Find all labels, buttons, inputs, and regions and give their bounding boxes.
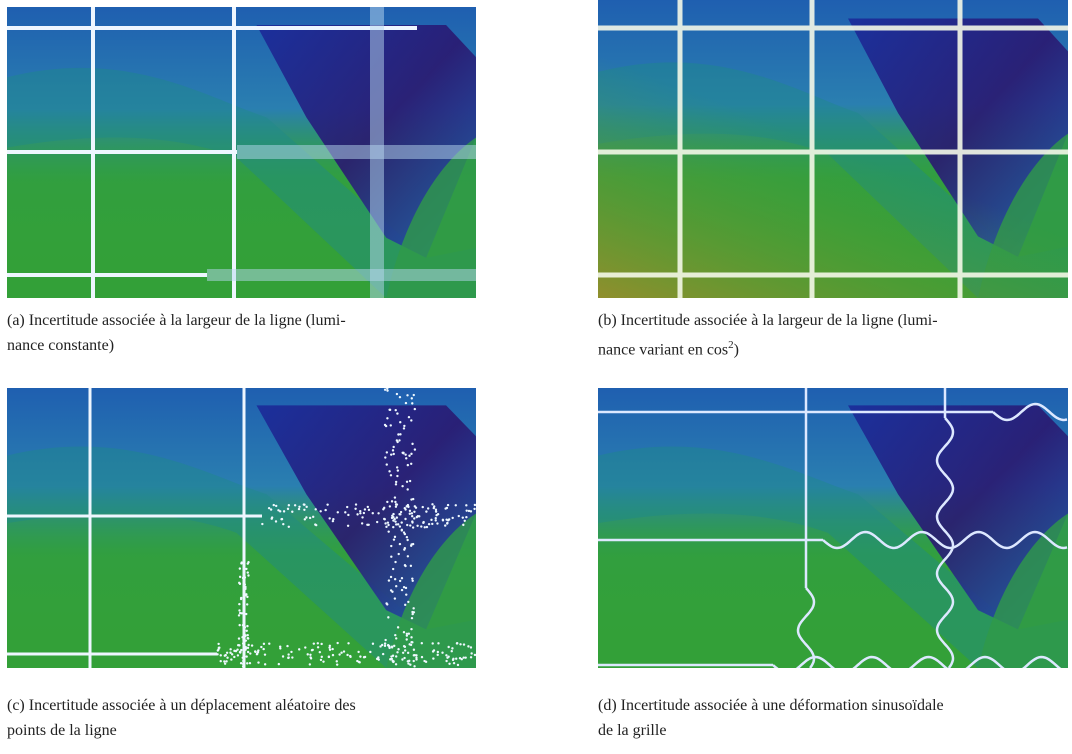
caption-line: (a) Incertitude associée à la largeur de… bbox=[7, 312, 346, 329]
caption-line: (c) Incertitude associée à un déplacemen… bbox=[7, 697, 356, 714]
caption-line: de la grille bbox=[598, 722, 667, 739]
caption-line: (d) Incertitude associée à une déformati… bbox=[598, 697, 944, 714]
caption-text: nance variant en cos bbox=[598, 341, 729, 359]
caption-line: nance constante) bbox=[7, 337, 115, 354]
panel-d-image bbox=[598, 388, 1068, 668]
caption-d: (d) Incertitude associée à une déformati… bbox=[598, 693, 1068, 743]
caption-b: (b) Incertitude associée à la largeur de… bbox=[598, 308, 1068, 362]
caption-c: (c) Incertitude associée à un déplacemen… bbox=[7, 693, 477, 743]
caption-line: points de la ligne bbox=[7, 722, 117, 739]
panel-c-image bbox=[7, 388, 476, 668]
caption-text: ) bbox=[733, 341, 739, 359]
scattered-points bbox=[216, 388, 476, 668]
caption-a: (a) Incertitude associée à la largeur de… bbox=[7, 308, 477, 358]
panel-a-image bbox=[7, 7, 476, 298]
caption-line: nance variant en cos2) bbox=[598, 333, 1068, 362]
caption-line: (b) Incertitude associée à la largeur de… bbox=[598, 312, 938, 329]
superscript: 2 bbox=[728, 339, 734, 351]
panel-b-image bbox=[598, 0, 1068, 298]
